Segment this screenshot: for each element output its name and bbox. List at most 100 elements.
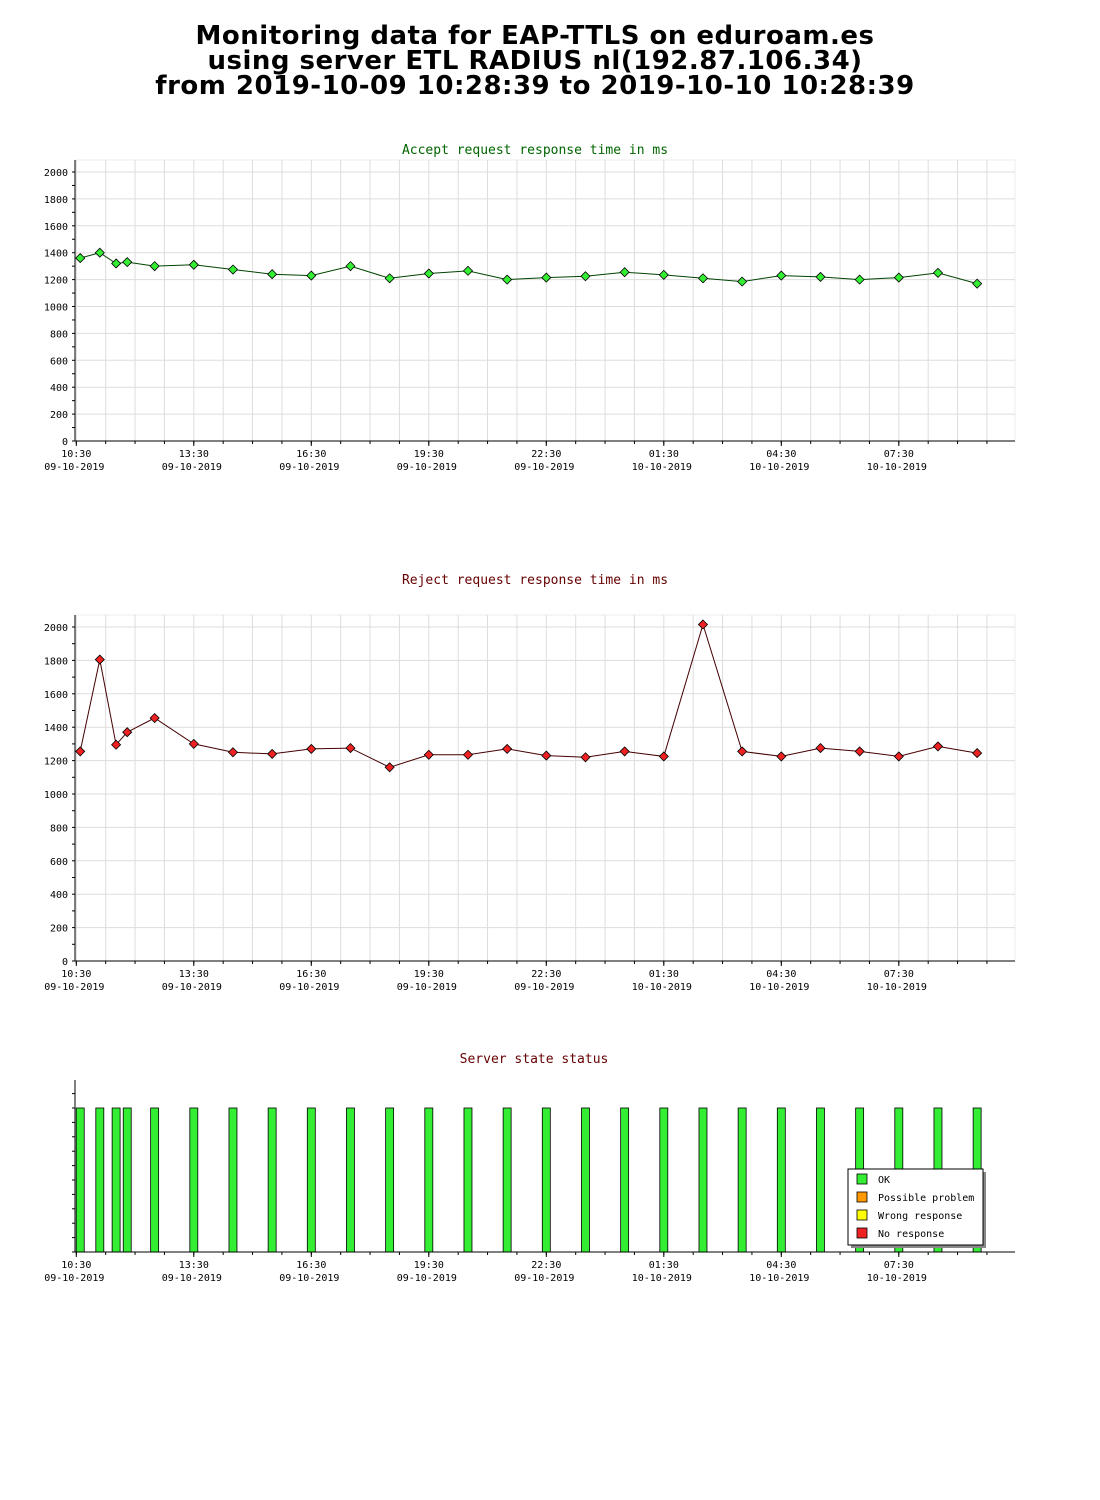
data-point (111, 739, 122, 750)
x-tick-label-time: 22:30 (531, 969, 561, 980)
y-tick-label: 1000 (44, 790, 68, 801)
status-bar (463, 1107, 473, 1253)
data-point (227, 264, 239, 275)
data-point (122, 727, 133, 738)
status-bar (659, 1107, 669, 1253)
y-tick-label: 400 (50, 890, 68, 901)
x-tick-label-date: 09-10-2019 (279, 982, 339, 993)
x-tick-label-date: 10-10-2019 (867, 462, 927, 473)
data-point (972, 748, 983, 759)
data-point (854, 274, 865, 285)
status-bar (816, 1107, 825, 1253)
x-tick-label-time: 04:30 (766, 969, 796, 980)
chart-title: Accept request response time in ms (402, 143, 668, 158)
data-point (776, 270, 787, 281)
series-line (79, 622, 978, 768)
legend-label: Possible problem (878, 1193, 974, 1204)
data-point (462, 265, 474, 276)
x-tick-label-time: 07:30 (884, 1260, 914, 1271)
data-point (972, 278, 983, 289)
data-point (384, 273, 395, 284)
data-point (345, 743, 356, 754)
x-tick-label-date: 09-10-2019 (162, 462, 222, 473)
x-tick-label-time: 19:30 (414, 449, 444, 460)
x-tick-label-time: 13:30 (179, 969, 209, 980)
y-tick-label: 1000 (44, 303, 68, 314)
data-point (188, 259, 199, 270)
x-tick-label-date: 10-10-2019 (749, 1273, 809, 1284)
y-tick-label: 0 (62, 437, 68, 448)
data-point (345, 261, 356, 272)
plot-area (74, 614, 1016, 962)
y-tick-label: 1400 (44, 723, 68, 734)
data-point (227, 747, 239, 758)
x-tick-label-time: 07:30 (884, 969, 914, 980)
x-tick-label-date: 09-10-2019 (397, 462, 457, 473)
x-tick-label-time: 19:30 (414, 1260, 444, 1271)
data-point (122, 257, 133, 268)
x-tick-label-date: 10-10-2019 (632, 462, 692, 473)
status-bar (541, 1107, 551, 1253)
x-tick-label-date: 10-10-2019 (632, 982, 692, 993)
data-point (94, 247, 105, 258)
data-point (75, 746, 86, 757)
data-point (619, 267, 630, 278)
data-point (658, 751, 669, 762)
data-point (815, 271, 826, 282)
data-point (697, 273, 709, 284)
data-point (149, 712, 160, 724)
status-bar (502, 1107, 512, 1253)
y-tick-label: 1600 (44, 690, 68, 701)
x-tick-label-date: 09-10-2019 (514, 982, 574, 993)
title-line-1: Monitoring data for EAP-TTLS on eduroam.… (195, 21, 875, 51)
legend: OK Possible problem Wrong response No respo… (847, 1168, 986, 1248)
x-tick-label-time: 10:30 (61, 969, 91, 980)
data-point (658, 269, 669, 280)
data-point (423, 268, 434, 279)
data-point (75, 253, 86, 264)
y-tick-label: 1400 (44, 249, 68, 260)
chart-title: Reject request response time in ms (402, 573, 668, 588)
data-point (462, 749, 474, 760)
x-tick-label-time: 19:30 (414, 969, 444, 980)
legend-swatch (856, 1191, 868, 1203)
legend-swatch (856, 1173, 868, 1185)
x-tick-label-time: 01:30 (649, 1260, 679, 1271)
data-point (188, 738, 199, 749)
x-tick-label-time: 13:30 (179, 1260, 209, 1271)
y-tick-label: 600 (50, 857, 68, 868)
y-tick-label: 2000 (44, 168, 68, 179)
data-point (737, 276, 748, 287)
x-tick-label-time: 10:30 (61, 449, 91, 460)
status-bar (581, 1107, 590, 1253)
chart-title: Server state status (460, 1052, 609, 1067)
y-tick-label: 2000 (44, 623, 68, 634)
data-point (815, 743, 826, 754)
status-bar (776, 1107, 786, 1253)
x-tick-label-date: 10-10-2019 (867, 982, 927, 993)
status-bar (111, 1107, 121, 1253)
data-point (697, 619, 709, 630)
title-line-3: from 2019-10-09 10:28:39 to 2019-10-10 1… (155, 71, 915, 101)
data-point (893, 751, 904, 762)
x-tick-label-date: 10-10-2019 (632, 1273, 692, 1284)
plot-area (74, 159, 1016, 442)
x-tick-label-time: 16:30 (296, 969, 326, 980)
data-point (580, 752, 591, 763)
data-point (932, 267, 944, 278)
legend-swatch (856, 1209, 868, 1221)
data-point (267, 748, 278, 759)
x-tick-label-date: 09-10-2019 (162, 1273, 222, 1284)
x-tick-label-date: 09-10-2019 (279, 462, 339, 473)
y-tick-label: 1600 (44, 222, 68, 233)
data-point (111, 258, 122, 269)
y-tick-label: 1200 (44, 757, 68, 768)
title-line-2: using server ETL RADIUS nl(192.87.106.34… (207, 46, 863, 76)
data-point (149, 261, 160, 272)
data-point (737, 746, 748, 757)
x-tick-label-time: 07:30 (884, 449, 914, 460)
x-tick-label-time: 13:30 (179, 449, 209, 460)
data-point (932, 741, 944, 752)
x-tick-label-time: 01:30 (649, 969, 679, 980)
